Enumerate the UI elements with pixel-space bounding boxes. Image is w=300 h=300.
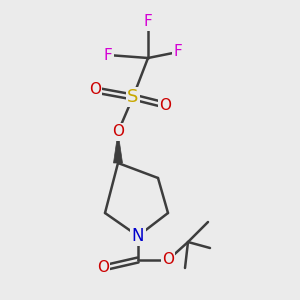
- Text: O: O: [97, 260, 109, 275]
- Text: O: O: [159, 98, 171, 112]
- Text: F: F: [144, 14, 152, 29]
- Text: O: O: [89, 82, 101, 98]
- Text: O: O: [112, 124, 124, 140]
- Text: O: O: [162, 253, 174, 268]
- Text: F: F: [174, 44, 182, 59]
- Text: N: N: [132, 227, 144, 245]
- Text: S: S: [127, 88, 139, 106]
- Text: F: F: [103, 47, 112, 62]
- Polygon shape: [113, 132, 122, 163]
